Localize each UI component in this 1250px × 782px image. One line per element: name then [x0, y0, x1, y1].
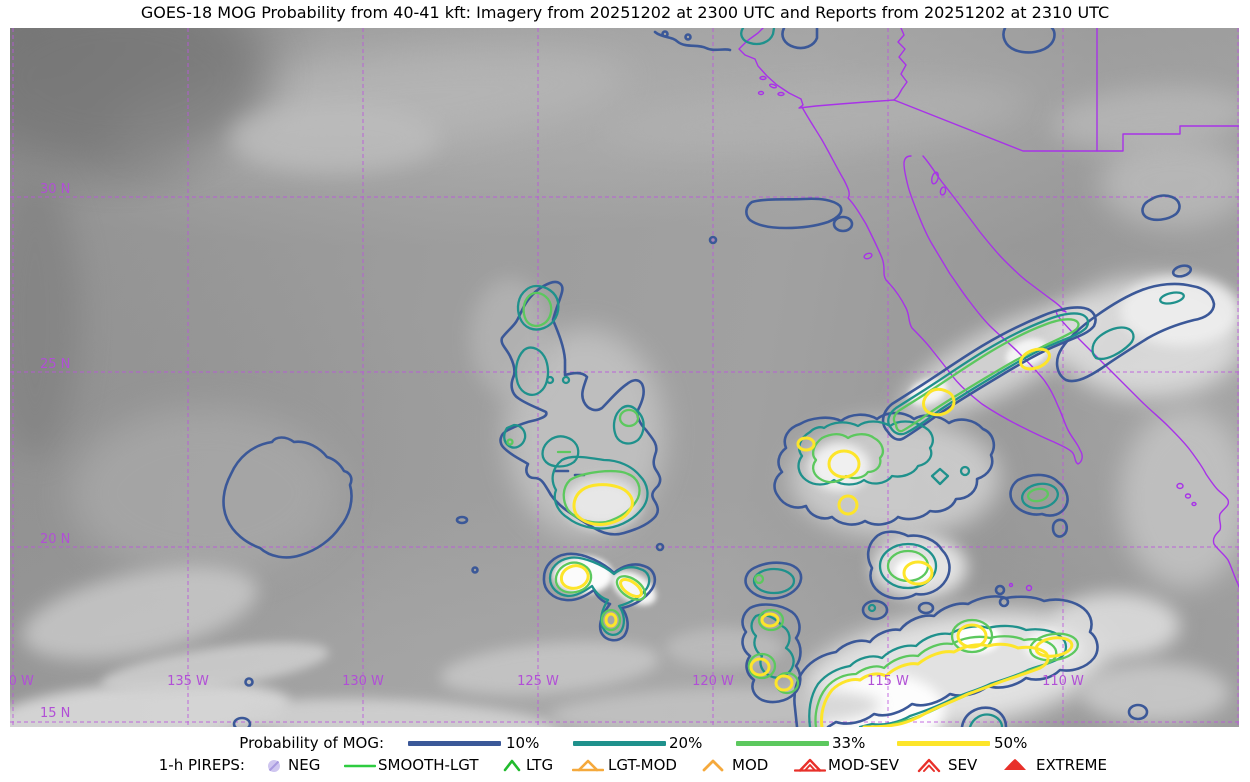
prob-10-line-swatch: [408, 741, 501, 746]
prob-50-label: 50%: [994, 734, 1028, 752]
satellite-map: 30 N 25 N 20 N 15 N 140 W 135 W 130 W 12…: [10, 28, 1239, 727]
prob-20-label: 20%: [669, 734, 703, 752]
lgt-mod-pirep-icon: [572, 759, 604, 772]
pirep-mod-sev-label: MOD-SEV: [828, 756, 899, 774]
map-overlay: [10, 28, 1239, 727]
ltg-pirep-icon: [503, 759, 521, 772]
pirep-ltg-label: LTG: [526, 756, 554, 774]
lat-label: 20 N: [40, 532, 71, 547]
neg-pirep-icon: [268, 760, 280, 772]
lat-label: 30 N: [40, 182, 71, 197]
prob-50-line-swatch: [897, 741, 990, 746]
lon-label: 135 W: [167, 674, 209, 689]
lat-label: 25 N: [40, 357, 71, 372]
lon-label: 130 W: [342, 674, 384, 689]
contour-20pct: [503, 28, 1185, 727]
lon-label: 120 W: [692, 674, 734, 689]
prob-33-line-swatch: [736, 741, 829, 746]
lon-label: 125 W: [517, 674, 559, 689]
contour-10pct: [222, 28, 1216, 727]
pirep-lgt-mod-label: LGT-MOD: [608, 756, 677, 774]
pirep-smooth-lgt-label: SMOOTH-LGT: [378, 756, 479, 774]
lon-label: 140 W: [10, 674, 34, 689]
prob-10-label: 10%: [506, 734, 540, 752]
contour-50pct: [559, 347, 1074, 727]
sev-pirep-icon: [917, 758, 941, 773]
page-title: GOES-18 MOG Probability from 40-41 kft: …: [140, 3, 1110, 22]
coastline: [738, 28, 1239, 592]
pirep-mod-label: MOD: [732, 756, 769, 774]
pirep-neg-label: NEG: [288, 756, 321, 774]
lon-label: 115 W: [867, 674, 909, 689]
mod-sev-pirep-icon: [794, 758, 826, 772]
lon-label: 110 W: [1042, 674, 1084, 689]
pirep-legend-title: 1-h PIREPS:: [158, 756, 245, 774]
prob-20-line-swatch: [573, 741, 666, 746]
mod-pirep-icon: [702, 759, 724, 772]
extreme-pirep-icon: [1004, 759, 1026, 770]
lat-label: 15 N: [40, 706, 71, 721]
prob-33-label: 33%: [832, 734, 866, 752]
probability-legend-title: Probability of MOG:: [239, 734, 384, 752]
pirep-extreme-label: EXTREME: [1036, 756, 1107, 774]
pirep-sev-label: SEV: [948, 756, 978, 774]
smooth-lgt-pirep-icon: [344, 764, 376, 768]
